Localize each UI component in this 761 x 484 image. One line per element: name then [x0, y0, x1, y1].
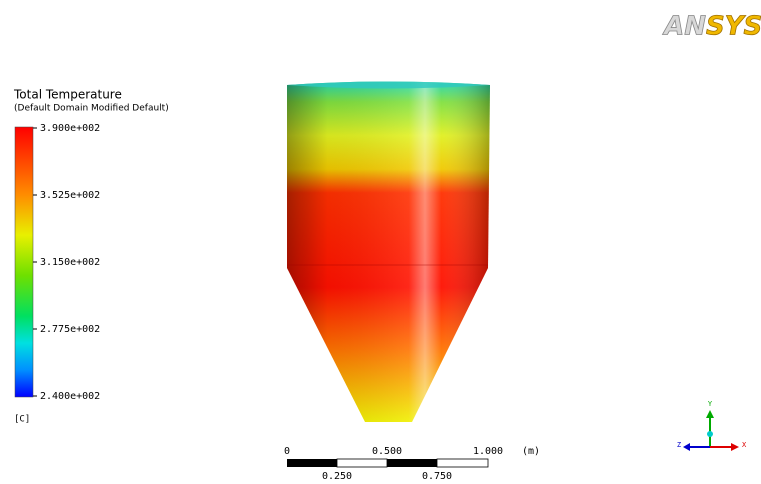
- triad-z: Z: [677, 441, 681, 449]
- legend-label: 2.400e+002: [40, 391, 100, 402]
- legend-label: 2.775e+002: [40, 324, 100, 335]
- scale-label: 0.250: [322, 471, 352, 482]
- axis-triad: Y Z X: [677, 400, 747, 451]
- logo-sys: SYS: [706, 12, 761, 42]
- triad-y: Y: [708, 400, 713, 408]
- viewport: AN SYS Total Temperature (Default Domain…: [0, 0, 761, 484]
- logo-an: AN: [662, 12, 706, 42]
- colorbar: [15, 127, 33, 397]
- legend-label: 3.900e+002: [40, 123, 100, 134]
- scale-label: 0.750: [422, 471, 452, 482]
- scale-label: 0.500: [372, 446, 402, 457]
- legend-label: 3.525e+002: [40, 190, 100, 201]
- scale-label: 1.000: [473, 446, 503, 457]
- legend-subtitle: (Default Domain Modified Default): [14, 104, 169, 114]
- scale-bar: [287, 459, 488, 467]
- legend-unit: [C]: [14, 415, 30, 425]
- silo: [287, 82, 490, 423]
- scale-unit: (m): [522, 446, 540, 457]
- legend-title: Total Temperature: [13, 88, 122, 102]
- scale-label: 0: [284, 446, 290, 457]
- triad-x: X: [742, 441, 747, 449]
- legend-label: 3.150e+002: [40, 257, 100, 268]
